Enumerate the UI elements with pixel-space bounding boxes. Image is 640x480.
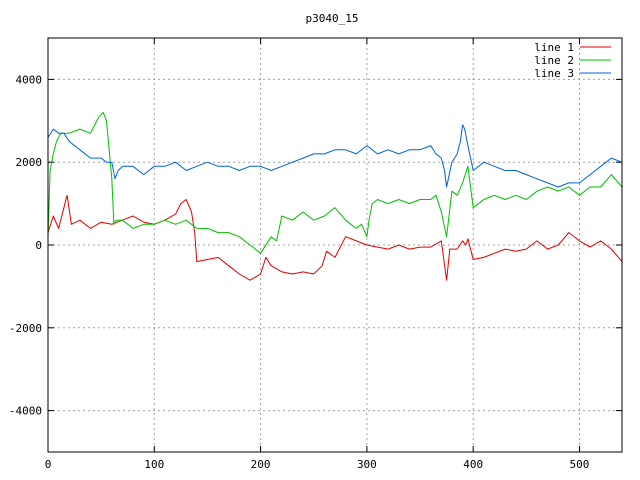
series-lines <box>47 112 623 281</box>
series-line-1 <box>47 194 623 281</box>
legend-label-2: line 2 <box>534 54 574 67</box>
grid-lines <box>48 38 622 452</box>
y-tick-label: 4000 <box>16 73 43 86</box>
x-tick-label: 500 <box>570 458 590 471</box>
x-tick-label: 0 <box>45 458 52 471</box>
x-tick-label: 200 <box>251 458 271 471</box>
plot-frame <box>47 37 623 453</box>
y-tick-label: 2000 <box>16 156 43 169</box>
y-tick-label: -4000 <box>9 405 42 418</box>
legend-label-1: line 1 <box>534 41 574 54</box>
series-line-3 <box>47 124 623 188</box>
y-tick-label: -2000 <box>9 322 42 335</box>
x-tick-label: 100 <box>144 458 164 471</box>
x-tick-label: 400 <box>463 458 483 471</box>
legend-label-3: line 3 <box>534 67 574 80</box>
series-line-2 <box>47 112 623 254</box>
axis-ticks: 0 100 200 300 400 500 -4000 -2000 0 2000 4000 <box>9 38 622 471</box>
chart-title: p3040_15 <box>306 12 359 25</box>
y-tick-label: 0 <box>35 239 42 252</box>
x-tick-label: 300 <box>357 458 377 471</box>
